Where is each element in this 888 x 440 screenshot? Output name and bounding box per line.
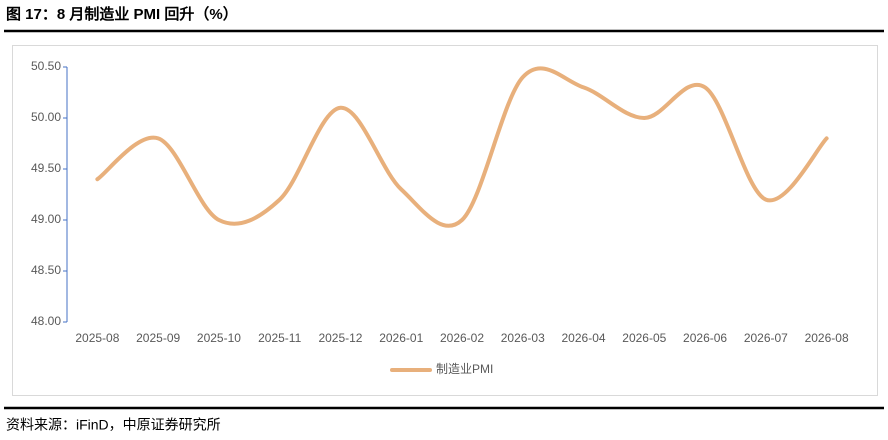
y-tick-label: 49.50 [31,161,61,175]
x-tick-label: 2026-08 [805,331,849,345]
y-tick-label: 48.00 [31,314,61,328]
y-tick-label: 50.50 [31,59,61,73]
chart-frame [12,45,878,396]
y-tick-label: 49.00 [31,212,61,226]
line [95,66,829,228]
x-tick-label: 2025-11 [258,331,301,345]
legend-label: 制造业PMI [436,362,493,376]
x-tick-label: 2026-04 [562,331,606,345]
y-tick-label: 48.50 [31,263,61,277]
x-tick-label: 2025-12 [318,331,362,345]
x-tick-label: 2025-09 [136,331,180,345]
x-tick-label: 2026-05 [622,331,666,345]
source: 资料来源：iFinD，中原证券研究所 [6,417,221,433]
x-tick-label: 2026-03 [501,331,545,345]
chart-title: 图 17：8 月制造业 PMI 回升（%） [6,5,238,23]
x-tick-label: 2026-01 [379,331,423,345]
x-tick-label: 2026-02 [440,331,484,345]
x-tick-label: 2025-08 [75,331,119,345]
x-tick-label: 2026-06 [683,331,727,345]
x-tick-label: 2025-10 [197,331,241,345]
y-tick-label: 50.00 [31,110,61,124]
x-tick-label: 2026-07 [744,331,788,345]
